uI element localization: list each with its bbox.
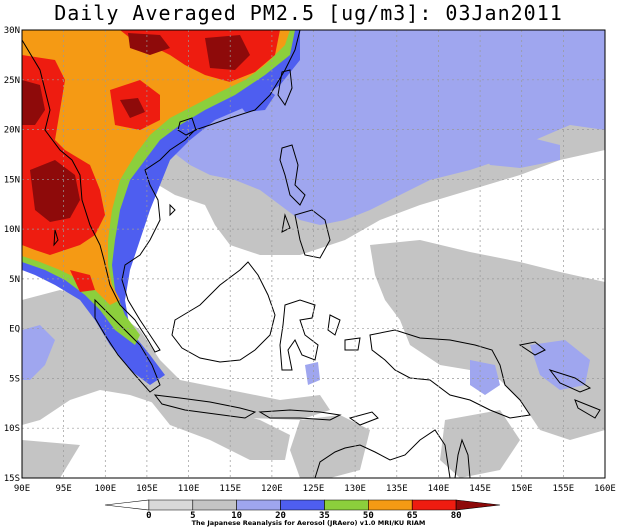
lon-label: 120E xyxy=(261,484,283,494)
lon-label: 155E xyxy=(553,484,575,494)
level-highest xyxy=(22,33,250,222)
colorbar-swatch xyxy=(368,499,413,511)
colorbar-tick-label: 10 xyxy=(231,511,242,521)
lat-label: 5N xyxy=(9,275,20,285)
plot-frame xyxy=(21,29,606,479)
graticule xyxy=(22,30,605,478)
lat-label: 10N xyxy=(4,225,20,235)
lon-label: 100E xyxy=(94,484,116,494)
colorbar-swatch xyxy=(455,499,501,511)
lat-label: 5S xyxy=(9,374,20,384)
concentration-fields xyxy=(22,30,605,478)
map-title: Daily Averaged PM2.5 [ug/m3]: 03Jan2011 xyxy=(54,1,563,25)
longitude-labels: 90E 95E 100E 105E 110E 115E 120E 125E 130E 135E 14… xyxy=(14,484,616,494)
colorbar-swatch xyxy=(104,499,150,511)
lat-label: EQ xyxy=(9,325,20,335)
lat-label: 10S xyxy=(4,424,20,434)
colorbar-tick-label: 0 xyxy=(146,511,151,521)
colorbar-tick-label: 20 xyxy=(275,511,286,521)
lon-label: 110E xyxy=(178,484,200,494)
lon-label: 95E xyxy=(56,484,72,494)
colorbar-tick-label: 5 xyxy=(190,511,195,521)
lat-label: 25N xyxy=(4,76,20,86)
colorbar-swatch xyxy=(236,499,281,511)
colorbar-tick-label: 80 xyxy=(451,511,462,521)
colorbar-tick-label: 35 xyxy=(319,511,330,521)
colorbar: 0 5 10 20 35 50 65 80 xyxy=(104,499,501,521)
lat-label: 20N xyxy=(4,126,20,136)
lon-label: 140E xyxy=(428,484,450,494)
lon-label: 90E xyxy=(14,484,30,494)
credit-line: The Japanese Reanalysis for Aerosol (JRA… xyxy=(191,519,426,527)
colorbar-swatch xyxy=(148,499,194,511)
lon-label: 130E xyxy=(344,484,366,494)
colorbar-tick-label: 50 xyxy=(363,511,374,521)
lon-label: 135E xyxy=(386,484,408,494)
lat-label: 15S xyxy=(4,474,20,484)
lon-label: 105E xyxy=(136,484,158,494)
lon-label: 150E xyxy=(511,484,533,494)
lon-label: 145E xyxy=(469,484,491,494)
colorbar-tick-label: 65 xyxy=(407,511,418,521)
lat-label: 30N xyxy=(4,26,20,36)
colorbar-swatch xyxy=(411,499,457,511)
coastlines xyxy=(22,30,601,478)
colorbar-swatch xyxy=(192,499,237,511)
lon-label: 160E xyxy=(594,484,616,494)
lon-label: 125E xyxy=(303,484,325,494)
colorbar-swatch xyxy=(280,499,325,511)
lat-label: 15N xyxy=(4,175,20,185)
lon-label: 115E xyxy=(219,484,241,494)
latitude-labels: 30N 25N 20N 15N 10N 5N EQ 5S 10S 15S xyxy=(4,26,20,484)
colorbar-swatch xyxy=(324,499,369,511)
